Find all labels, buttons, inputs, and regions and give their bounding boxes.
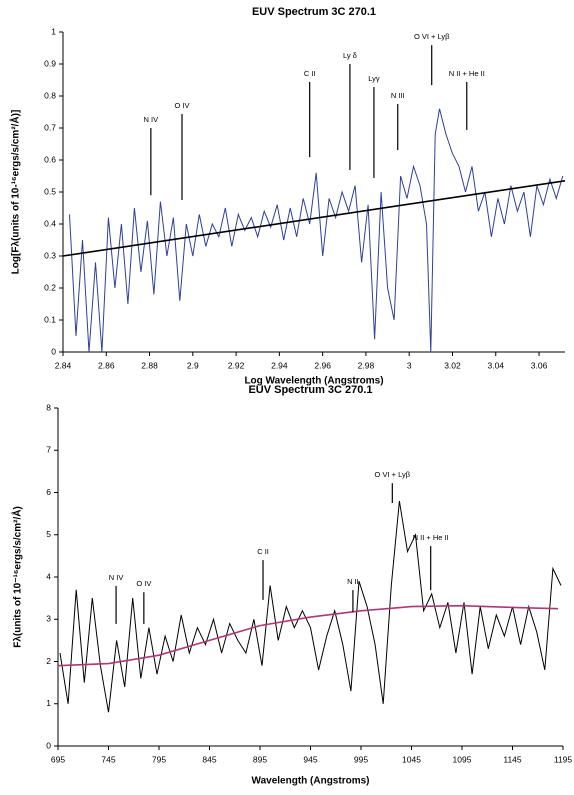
annotation-label: N II + He II [413,533,449,542]
x-tick-label: 1045 [402,754,421,764]
x-tick-label: 3.04 [487,360,504,370]
x-tick-label: 745 [101,754,115,764]
x-tick-label: 1095 [453,754,472,764]
annotation-label: O VI + Lyβ [414,32,450,41]
y-tick-label: 0.3 [44,250,56,260]
x-tick-label: 895 [253,754,267,764]
y-axis-label: Log[Fλ(units of 10-¹⁶ergs/s/cm²/Å)] [9,110,22,275]
chart-title: EUV Spectrum 3C 270.1 [252,6,376,18]
y-tick-label: 0 [51,346,56,356]
y-tick-label: 4 [46,571,51,581]
y-axis-label: Fλ(units of 10⁻¹⁶ergs/s/cm²/Å) [11,506,24,648]
x-tick-label: 995 [354,754,368,764]
x-axis-label: Wavelength (Angstroms) [252,776,370,787]
x-tick-label: 695 [51,754,65,764]
x-tick-label: 945 [303,754,317,764]
annotation-label: O VI + Lyβ [375,470,411,479]
annotation-label: C II [257,547,269,556]
y-tick-label: 0.5 [44,186,56,196]
y-tick-label: 0.9 [44,58,56,68]
annotation-label: N IV [144,115,159,124]
trend-line [57,604,559,667]
x-tick-label: 2.96 [314,360,331,370]
annotation-label: N IV [109,573,124,582]
y-tick-label: 0 [46,740,51,750]
y-tick-label: 0.2 [44,282,56,292]
x-tick-label: 2.9 [187,360,199,370]
x-tick-label: 2.88 [141,360,158,370]
y-tick-label: 1 [51,26,56,36]
x-tick-label: 3.06 [531,360,548,370]
x-tick-label: 2.86 [98,360,115,370]
x-tick-label: 845 [202,754,216,764]
y-tick-label: 8 [46,402,51,412]
annotation-label: N III [391,91,405,100]
x-axis-label: Log Wavelength (Angstroms) [244,376,383,387]
chart-title: EUV Spectrum 3C 270.1 [248,384,372,396]
trend-line [62,180,566,257]
x-tick-label: 2.98 [358,360,375,370]
y-tick-label: 0.4 [44,218,56,228]
y-tick-label: 6 [46,487,51,497]
annotation-label: N II + He II [449,69,485,78]
y-tick-label: 0.1 [44,314,56,324]
y-tick-label: 7 [46,445,51,455]
y-tick-label: 0.6 [44,154,56,164]
spectrum-line [59,500,562,713]
annotation-label: Lyγ [368,74,380,83]
x-tick-label: 2.94 [271,360,288,370]
y-tick-label: 3 [46,614,51,624]
y-tick-label: 5 [46,529,51,539]
y-tick-label: 0.8 [44,90,56,100]
x-tick-label: 1195 [554,754,573,764]
annotation-label: O IV [175,101,190,110]
annotation-label: N II [347,577,359,586]
annotation-label: Ly δ [343,51,357,60]
x-tick-label: 1145 [503,754,522,764]
x-tick-label: 3 [407,360,412,370]
y-tick-label: 2 [46,656,51,666]
annotation-label: C II [304,69,316,78]
y-tick-label: 1 [46,698,51,708]
spectrum-line [69,108,564,353]
x-tick-label: 795 [152,754,166,764]
y-tick-label: 0.7 [44,122,56,132]
x-tick-label: 2.84 [55,360,72,370]
x-tick-label: 3.02 [444,360,461,370]
x-tick-label: 2.92 [228,360,245,370]
annotation-label: O IV [136,579,151,588]
